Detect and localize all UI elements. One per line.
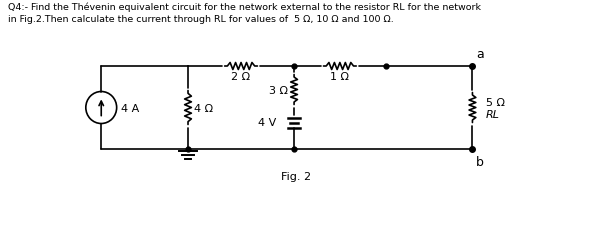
Text: 4 V: 4 V bbox=[258, 118, 277, 128]
Text: 4 A: 4 A bbox=[121, 103, 139, 113]
Text: a: a bbox=[476, 48, 484, 61]
Text: 3 Ω: 3 Ω bbox=[269, 85, 288, 95]
Text: 2 Ω: 2 Ω bbox=[232, 72, 251, 82]
Text: in Fig.2.Then calculate the current through RL for values of  5 Ω, 10 Ω and 100 : in Fig.2.Then calculate the current thro… bbox=[8, 15, 394, 24]
Text: b: b bbox=[476, 155, 484, 168]
Text: 1 Ω: 1 Ω bbox=[330, 72, 349, 82]
Text: Fig. 2: Fig. 2 bbox=[281, 171, 311, 181]
Text: Q4:- Find the Thévenin equivalent circuit for the network external to the resist: Q4:- Find the Thévenin equivalent circui… bbox=[8, 2, 480, 11]
Text: RL: RL bbox=[486, 109, 500, 119]
Text: 4 Ω: 4 Ω bbox=[194, 103, 213, 113]
Text: 5 Ω: 5 Ω bbox=[486, 97, 505, 107]
